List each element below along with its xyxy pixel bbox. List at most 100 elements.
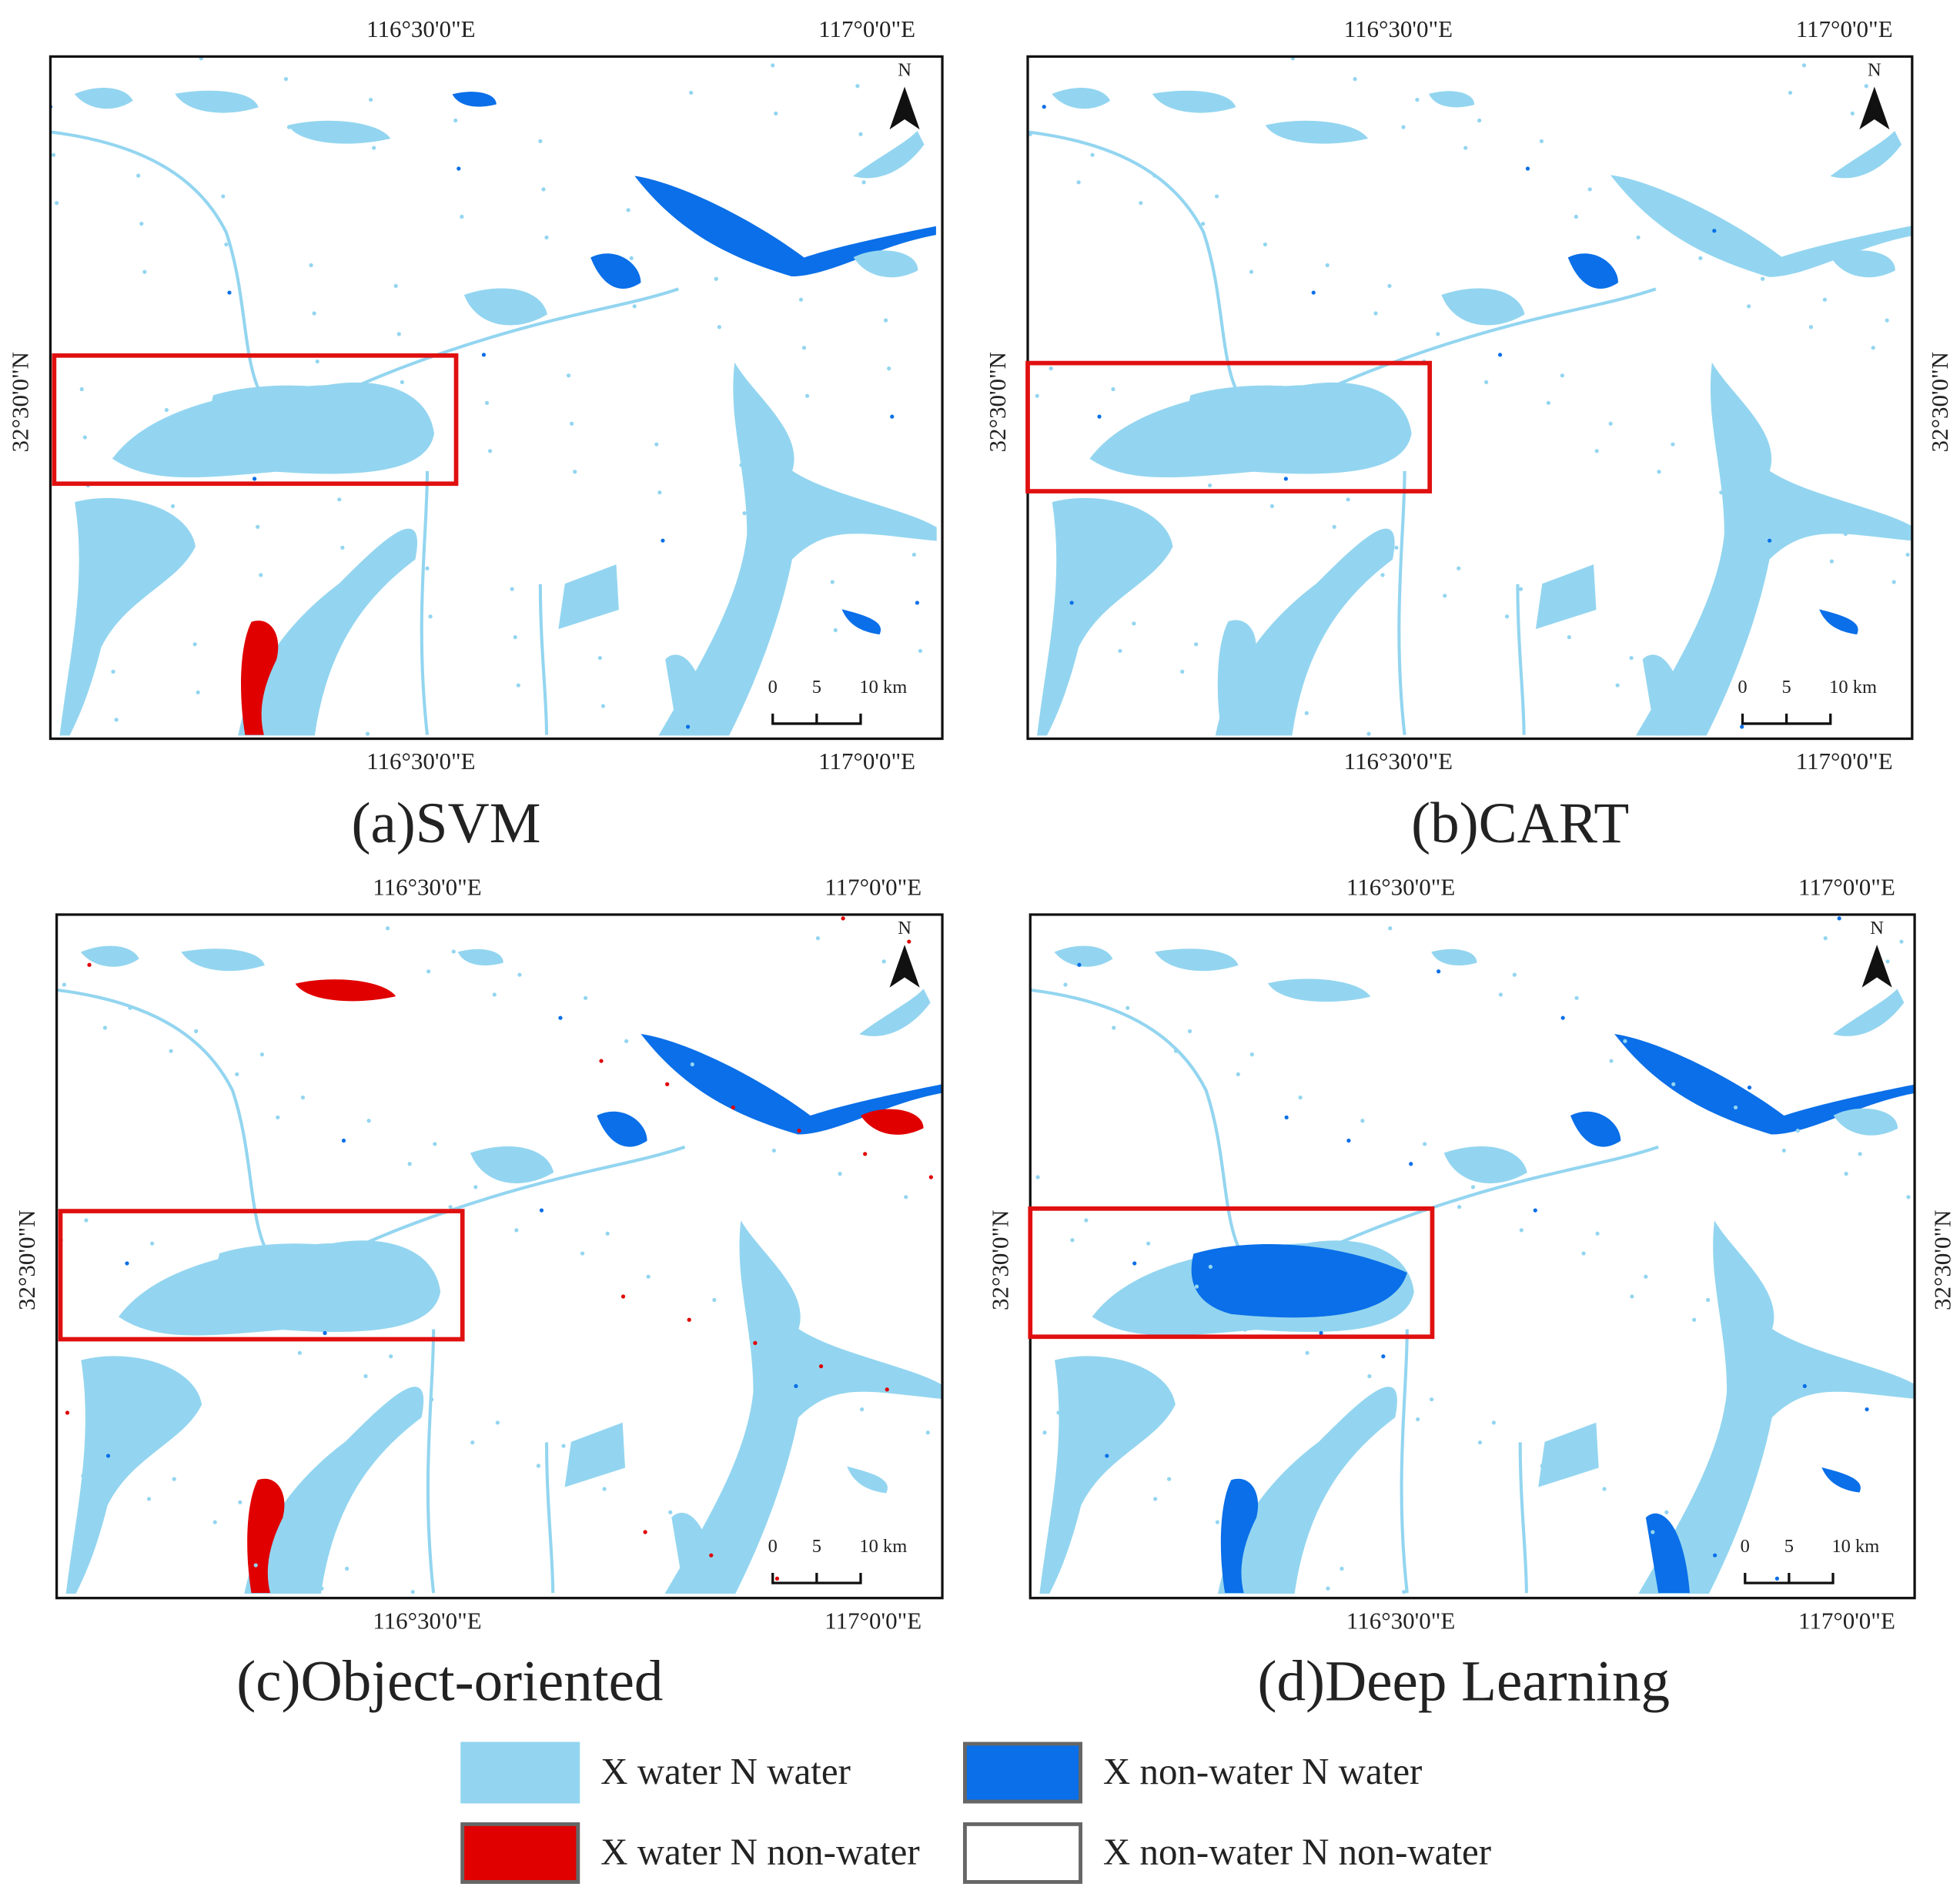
speck [1602,1487,1607,1491]
water-body [1152,90,1236,113]
speck [1215,1520,1220,1524]
speck [1159,435,1164,440]
speck [1256,1307,1261,1312]
speck [1484,380,1489,385]
speck [731,1105,735,1110]
speck [79,386,84,392]
speck [1069,601,1074,605]
speck [861,180,866,185]
speck [1242,690,1247,694]
river [50,130,278,417]
speck [1837,916,1841,921]
lon-label: 116°30'0"E [1344,15,1453,42]
lon-label: 116°30'0"E [1346,1607,1455,1634]
speck [470,1440,475,1445]
speck [221,194,226,199]
speck [139,222,144,226]
speck [1208,483,1212,488]
speck [1402,1590,1406,1594]
map-panel: 116°30'0"E 116°30'0"E 117°0'0"E 117°0'0"E 32… [986,873,1955,1713]
speck [690,1062,694,1067]
speck [393,283,398,289]
speck [1229,1500,1233,1504]
water-body [1642,654,1688,736]
speck [430,1397,434,1402]
speck [1243,1327,1247,1332]
speck [451,949,456,954]
highlight-box [52,353,459,487]
speck [1214,194,1219,199]
water-body [1265,120,1369,144]
speck [82,435,87,440]
speck [81,1474,85,1478]
map-body [50,56,943,739]
speck [142,269,147,274]
river [1518,1442,1528,1594]
speck [407,1162,412,1166]
speck [1415,97,1420,102]
water-body [1191,1244,1407,1318]
lat-label: 32°30'0"N [1928,1209,1955,1310]
speck [212,1520,217,1524]
speck [561,1444,566,1448]
speck [1747,304,1751,309]
speck [558,1015,563,1020]
speck [1042,105,1046,109]
legend-swatch [962,1741,1082,1804]
river [1516,584,1526,735]
speck [1173,407,1178,413]
speck [300,1095,306,1100]
speck [1401,125,1406,129]
map-body [1030,914,1915,1598]
speck [928,1175,933,1179]
speck [1463,146,1468,150]
speck [235,1072,239,1076]
speck [774,1576,780,1581]
speck [858,132,863,136]
speck [481,353,487,357]
speck [1878,1387,1883,1392]
speck [279,1543,283,1547]
speck [1283,477,1288,481]
speck [516,683,520,688]
river [544,1442,555,1594]
speck [1152,173,1157,178]
speck [1560,1015,1565,1020]
speck [1366,731,1371,736]
speck [805,393,810,398]
lon-label: 117°0'0"E [824,1607,921,1634]
speck [863,1152,868,1156]
water-body [558,564,619,630]
speck [1409,1162,1413,1166]
speck [1055,627,1060,633]
speck [312,311,316,316]
speck [1146,1241,1151,1246]
speck [1166,1477,1172,1481]
speck [513,635,517,640]
speck [661,538,665,543]
speck [1871,346,1875,350]
scale-label: 5 [1784,1536,1794,1557]
scale-label: 0 [768,677,778,698]
speck [1263,1563,1268,1567]
speck [1091,1474,1095,1478]
speck [514,1228,519,1233]
speck [105,1454,111,1458]
speck [1677,704,1682,708]
map-bg [56,914,943,1598]
speck [654,442,659,447]
water-body [1054,945,1113,967]
speck [315,359,319,364]
north-arrow [1861,945,1892,988]
highlight-box [1025,360,1433,493]
water-body [590,253,641,289]
speck [1712,229,1717,233]
speck [517,972,522,977]
speck [224,242,229,247]
speck [665,1082,670,1086]
speck [1644,1274,1648,1279]
water-body [1570,1111,1621,1147]
lat-label: 32°30'0"N [13,1209,40,1310]
lon-label: 116°30'0"E [1344,748,1453,775]
speck [1063,982,1068,987]
